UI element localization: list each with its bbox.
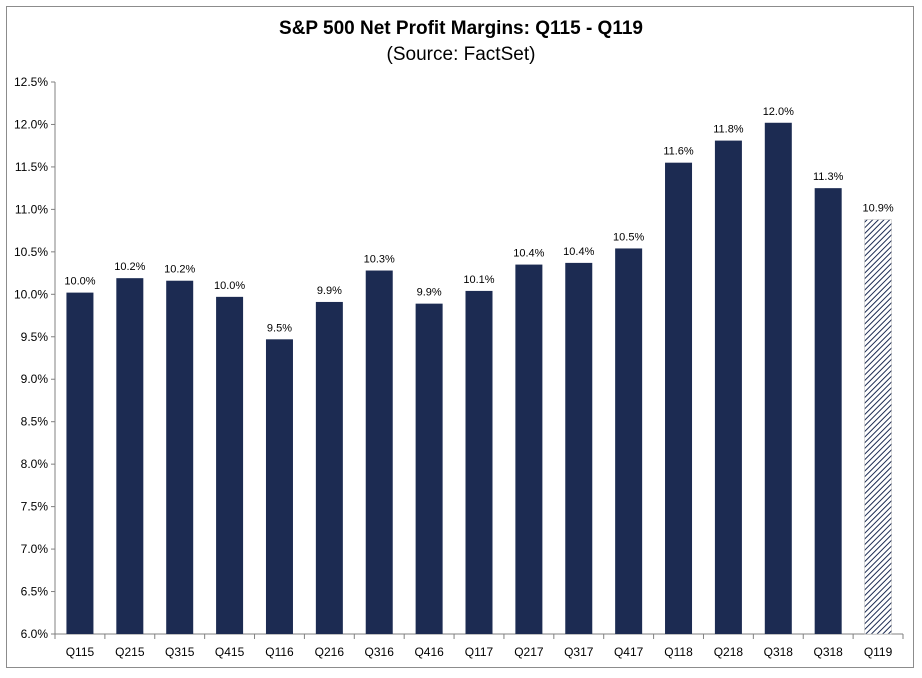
y-tick-label: 7.5% [21,500,49,514]
x-tick-label: Q216 [315,645,345,659]
x-tick-label: Q116 [265,645,294,659]
y-tick-label: 9.0% [21,372,49,386]
y-tick-label: 10.0% [14,287,48,301]
x-tick-label: Q218 [714,645,744,659]
data-label: 9.9% [417,287,442,299]
bar [116,278,144,634]
bar [465,290,493,634]
x-tick-label: Q316 [365,645,395,659]
data-labels: 10.0% 10.2% 10.2% 10.0% 9.5% 9.9% 10.3% 9.9% 10.… [64,106,894,335]
y-tick-label: 12.5% [14,75,48,89]
data-label: 10.4% [563,246,594,258]
y-tick-label: 7.0% [21,542,49,556]
y-tick-label: 8.5% [21,415,49,429]
bars [66,122,892,635]
y-tick-label: 11.5% [15,160,48,174]
x-tick-label: Q215 [115,645,145,659]
data-label: 10.4% [513,248,544,260]
bar [714,140,742,634]
chart-frame [6,6,914,668]
bar [216,296,244,634]
bar [166,280,194,634]
x-tick-label: Q318 [813,645,843,659]
x-tick-label: Q118 [664,645,693,659]
x-tick-label: Q217 [514,645,544,659]
y-tick-label: 8.0% [21,457,49,471]
x-tick-label: Q318 [764,645,794,659]
y-tick-label: 11.0% [15,202,48,216]
x-tick-label: Q317 [564,645,594,659]
data-label: 10.9% [862,203,893,215]
bar [315,301,343,634]
chart-subtitle: (Source: FactSet) [386,44,536,65]
bar [515,264,543,634]
bar [265,339,293,634]
y-tick-label: 9.5% [21,330,49,344]
data-label: 9.5% [267,322,292,334]
x-tick-label: Q416 [414,645,444,659]
data-label: 10.3% [364,254,395,266]
data-label: 11.8% [713,124,744,136]
bar [365,270,393,634]
x-tick-label: Q315 [165,645,195,659]
bar [615,248,643,635]
bar [814,188,842,634]
y-tick-label: 6.0% [21,627,49,641]
data-label: 11.3% [813,171,844,183]
y-tick-label: 10.5% [14,245,48,259]
bar [66,292,94,634]
data-label: 12.0% [763,106,794,118]
x-tick-label: Q417 [614,645,644,659]
data-label: 10.2% [164,264,195,276]
x-tick-label: Q415 [215,645,245,659]
y-axis: 6.0% 6.5% 7.0% 7.5% 8.0% 8.5% 9.0% 9.5% 10.0% 10.… [14,75,56,641]
data-label: 9.9% [317,285,342,297]
data-label: 11.6% [663,146,694,158]
y-tick-label: 6.5% [21,585,49,599]
bar [565,262,593,634]
x-tick-label: Q115 [66,645,95,659]
y-tick-label: 12.0% [14,117,48,131]
bar [415,303,443,634]
bar-estimate [864,219,892,635]
bar [764,122,792,635]
data-label: 10.0% [64,276,95,288]
x-tick-label: Q119 [864,645,893,659]
x-axis: Q115 Q215 Q315 Q415 Q116 Q216 Q316 Q416 Q117 Q217… [54,633,904,659]
chart-title: S&P 500 Net Profit Margins: Q115 - Q119 [279,18,643,39]
data-label: 10.0% [214,280,245,292]
data-label: 10.5% [613,231,644,243]
bar [665,162,693,634]
data-label: 10.1% [463,274,494,286]
data-label: 10.2% [114,261,145,273]
x-tick-label: Q117 [465,645,494,659]
